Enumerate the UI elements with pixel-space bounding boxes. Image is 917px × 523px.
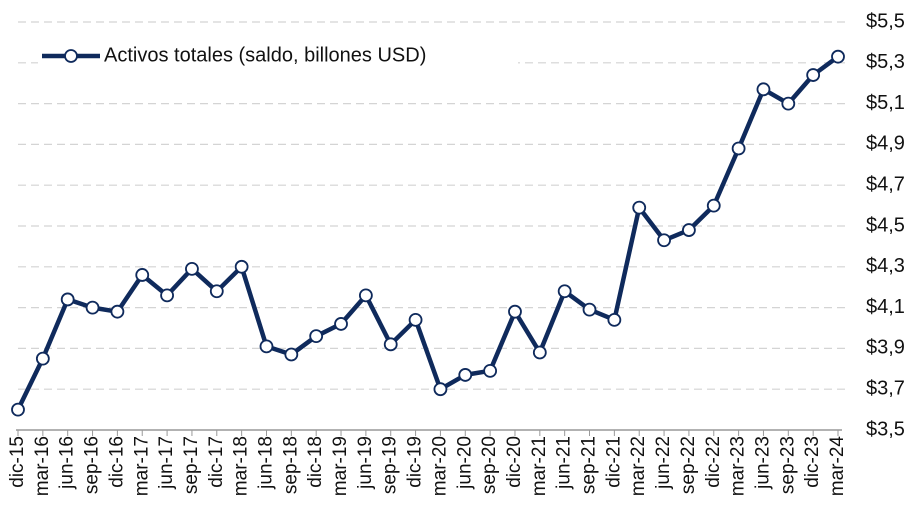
x-tick-label: jun-20	[454, 436, 475, 490]
data-point	[557, 284, 572, 299]
data-point	[532, 345, 547, 360]
x-tick-label: mar-17	[131, 436, 152, 496]
legend-label: Activos totales (saldo, billones USD)	[104, 44, 426, 66]
data-point	[234, 259, 249, 274]
y-tick-label: $4,5	[866, 214, 905, 236]
data-point	[706, 198, 721, 213]
data-point	[60, 292, 75, 307]
y-tick-label: $4,1	[866, 296, 905, 318]
data-point	[334, 317, 348, 331]
x-tick-label: sep-22	[678, 436, 699, 494]
data-point	[806, 68, 821, 82]
y-tick-label: $4,9	[866, 133, 905, 155]
data-point	[408, 312, 423, 327]
x-tick-label: sep-19	[380, 436, 401, 494]
x-tick-label: mar-19	[330, 436, 351, 496]
y-tick-label: $3,5	[866, 418, 905, 440]
x-tick-label: dic-20	[504, 436, 525, 488]
data-point	[358, 288, 373, 303]
line-series	[15, 54, 840, 411]
y-tick-label: $3,9	[866, 337, 905, 359]
y-tick-label: $3,7	[866, 377, 905, 399]
data-point	[458, 368, 473, 382]
x-tick-label: dic-15	[7, 436, 28, 488]
x-tick-label: jun-21	[554, 436, 575, 490]
data-point	[582, 302, 597, 317]
data-point	[85, 300, 100, 315]
data-point	[209, 284, 224, 299]
y-tick-label: $5,3	[866, 51, 905, 73]
x-tick-label: sep-17	[181, 436, 202, 494]
x-tick-label: dic-21	[603, 436, 624, 488]
x-tick-label: sep-18	[280, 436, 301, 494]
data-point	[383, 337, 398, 352]
data-point	[781, 96, 796, 111]
data-point	[284, 347, 299, 362]
data-point	[11, 402, 25, 417]
data-point	[731, 141, 746, 156]
data-point	[682, 223, 696, 237]
data-point	[185, 261, 199, 276]
x-tick-label: dic-22	[703, 436, 724, 488]
x-tick-label: mar-22	[628, 436, 649, 496]
x-tick-label: dic-19	[405, 436, 426, 488]
x-tick-label: jun-16	[57, 436, 78, 490]
x-tick-label: sep-21	[579, 436, 600, 494]
data-point	[508, 304, 522, 319]
data-point	[483, 363, 498, 378]
x-tick-label: jun-22	[653, 436, 674, 490]
data-point	[607, 312, 622, 327]
y-tick-label: $4,7	[866, 173, 905, 195]
y-tick-label: $5,5	[866, 10, 905, 32]
x-tick-label: dic-17	[206, 436, 227, 488]
data-point	[160, 288, 174, 303]
legend-marker	[64, 49, 78, 63]
data-point	[433, 382, 448, 397]
data-point	[259, 339, 274, 354]
data-point	[309, 329, 324, 344]
x-tick-label: mar-16	[32, 436, 53, 496]
x-tick-label: sep-16	[82, 436, 103, 494]
data-point	[632, 200, 647, 215]
y-tick-label: $5,1	[866, 92, 905, 114]
x-tick-label: jun-19	[355, 436, 376, 490]
x-tick-label: jun-23	[752, 436, 773, 490]
data-point	[831, 49, 845, 64]
x-tick-label: dic-23	[802, 436, 823, 488]
x-tick-label: dic-18	[305, 436, 326, 488]
legend-bg	[38, 38, 518, 74]
x-tick-label: sep-23	[777, 436, 798, 494]
x-tick-label: jun-17	[156, 436, 177, 490]
x-tick-label: mar-20	[429, 436, 450, 496]
x-tick-label: mar-21	[529, 436, 550, 496]
x-tick-label: mar-23	[728, 436, 749, 496]
data-point	[110, 304, 125, 319]
x-tick-label: jun-18	[256, 436, 277, 490]
x-tick-label: mar-18	[231, 436, 252, 496]
data-point	[35, 351, 50, 366]
data-point	[756, 82, 771, 97]
x-tick-label: mar-24	[827, 436, 848, 497]
x-tick-label: sep-20	[479, 436, 500, 494]
data-point	[657, 233, 671, 248]
x-tick-label: dic-16	[106, 436, 127, 488]
y-tick-label: $4,3	[866, 255, 905, 277]
data-point	[135, 268, 150, 282]
